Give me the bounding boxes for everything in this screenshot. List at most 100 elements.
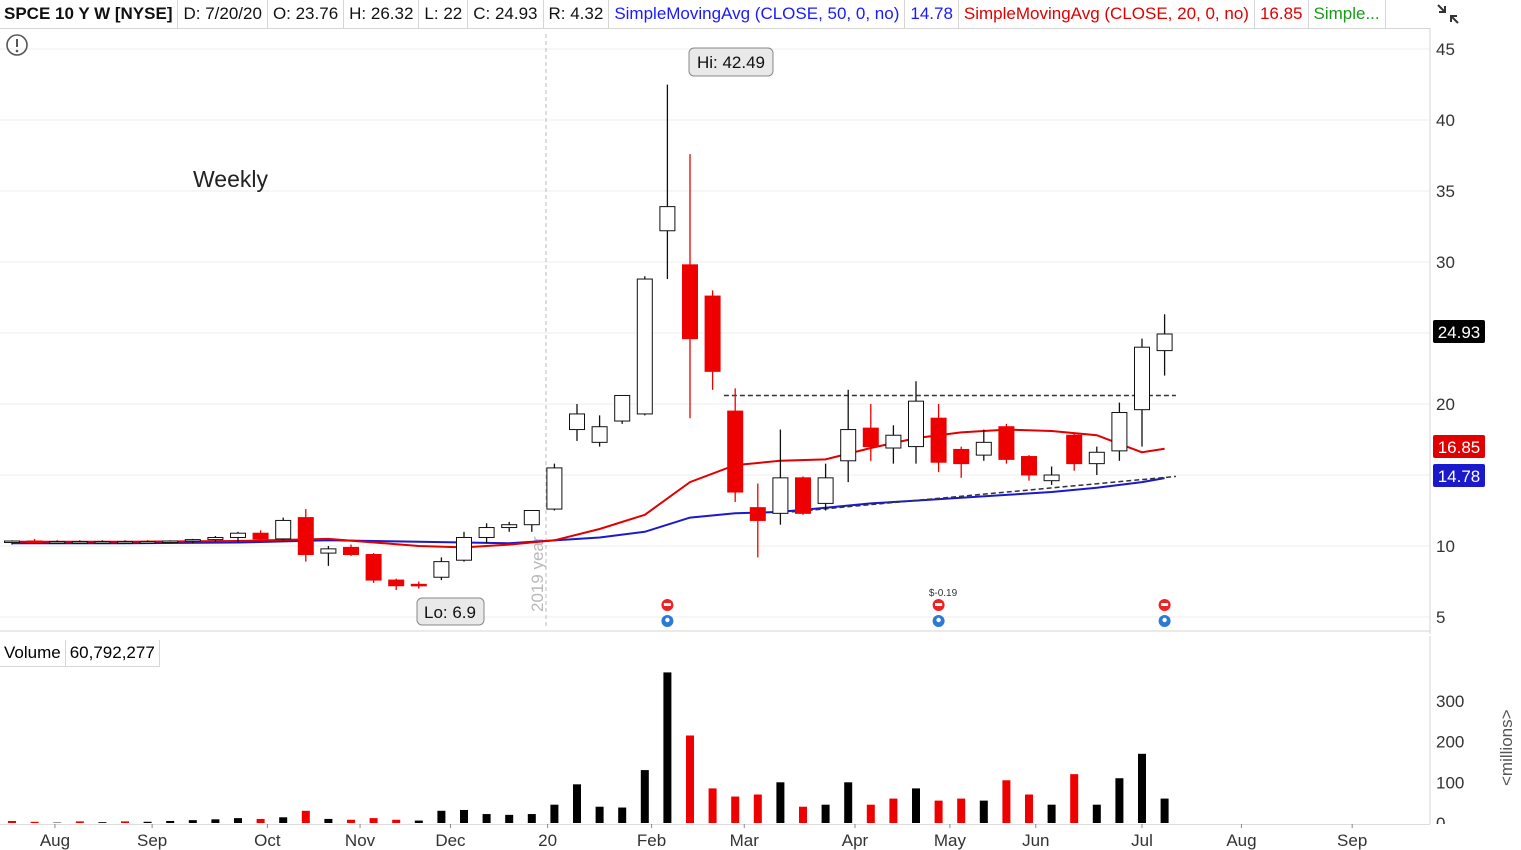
chart-header-bar: SPCE 10 Y W [NYSE] D: 7/20/20 O: 23.76 H…: [0, 0, 1430, 29]
volume-unit-label: <millions>: [1497, 709, 1516, 786]
volume-label: Volume: [0, 640, 66, 666]
candle-body: [953, 448, 970, 465]
volume-tick-label: 300: [1436, 692, 1464, 711]
volume-tick-label: 100: [1436, 773, 1464, 792]
candle: [139, 540, 156, 544]
candle: [433, 557, 450, 581]
volume-bar: [75, 821, 84, 823]
candle-body: [682, 264, 698, 340]
time-tick-label: Nov: [345, 831, 376, 850]
time-tick-label: May: [934, 831, 967, 850]
volume-bar: [1025, 794, 1033, 823]
time-tick-label: Aug: [1226, 831, 1256, 850]
volume-bar: [347, 819, 355, 823]
volume-bar: [844, 782, 853, 823]
candle: [546, 463, 563, 511]
earnings-icon-mark: [663, 603, 671, 606]
time-tick-label: 20: [538, 831, 557, 850]
candle: [908, 381, 924, 464]
candle-body: [1066, 434, 1083, 465]
sma50-study-label[interactable]: SimpleMovingAvg (CLOSE, 50, 0, no): [609, 0, 906, 28]
volume-bar: [527, 814, 536, 823]
candle: [275, 517, 292, 541]
hi-callout: Hi: 42.49: [688, 47, 774, 77]
candle-body: [930, 417, 947, 463]
volume-bar: [460, 809, 468, 823]
info-icon-mark: [665, 617, 670, 623]
candle-body: [998, 426, 1015, 460]
candle: [1156, 314, 1173, 376]
candle-body: [908, 400, 924, 448]
candle: [94, 540, 111, 544]
volume-bar: [1160, 798, 1169, 823]
volume-bar: [618, 807, 627, 823]
volume-bar: [234, 818, 242, 823]
hi-callout-text: Hi: 42.49: [697, 53, 765, 72]
volume-bar: [8, 820, 16, 823]
price-tick-label: 20: [1436, 395, 1455, 414]
candle: [1043, 466, 1060, 485]
volume-bar: [437, 810, 446, 823]
volume-bar: [1092, 804, 1101, 823]
time-tick-label: Dec: [435, 831, 466, 850]
candle-body: [817, 477, 834, 504]
candle-body: [433, 561, 450, 578]
sma50-tag: 14.78: [1433, 464, 1485, 487]
candle: [252, 530, 269, 541]
candle: [184, 538, 201, 544]
candle: [1066, 433, 1083, 471]
price-chart[interactable]: 2019 year 5 10 20 30 35 40 45 Weekly Hi: 42.49…: [0, 28, 1521, 634]
symbol-label[interactable]: SPCE 10 Y W [NYSE]: [0, 0, 179, 28]
candle-body: [659, 206, 676, 232]
volume-bar: [392, 819, 401, 823]
volume-bar: [753, 794, 762, 823]
time-tick-label: Jun: [1022, 831, 1049, 850]
candle: [4, 540, 20, 545]
candle: [1111, 402, 1128, 461]
candle: [930, 404, 947, 473]
collapse-icon[interactable]: [1432, 0, 1464, 28]
sma20-tag: 16.85: [1433, 435, 1485, 458]
volume-bar: [121, 821, 129, 823]
volume-bar: [1138, 753, 1146, 823]
candle: [614, 394, 631, 424]
candle-body: [117, 541, 133, 544]
candle: [1088, 446, 1105, 475]
candle-body: [275, 519, 292, 540]
candle: [953, 446, 970, 478]
volume-bar: [301, 810, 310, 823]
time-tick-label: Mar: [730, 831, 760, 850]
candle: [478, 523, 495, 544]
candle-body: [230, 532, 246, 538]
candle: [365, 553, 382, 583]
sma50-line: [12, 477, 1165, 545]
volume-bar: [1002, 780, 1011, 823]
volume-bar: [1047, 804, 1056, 823]
candle: [501, 521, 518, 532]
more-studies-label[interactable]: Simple...: [1309, 0, 1386, 28]
candle: [659, 84, 676, 280]
candle-body: [343, 546, 359, 556]
time-tick-label: Apr: [842, 831, 869, 850]
time-axis[interactable]: Aug Sep Oct Nov Dec 20 Feb Mar Apr May Jun Jul Aug Se…: [0, 824, 1430, 850]
candle-body: [478, 527, 495, 538]
candle-body: [71, 541, 88, 544]
volume-bar: [640, 770, 649, 823]
candle: [840, 389, 857, 483]
alert-icon-dot: [15, 49, 19, 53]
candle: [320, 546, 337, 566]
candle: [1021, 455, 1037, 481]
candle-body: [388, 579, 405, 587]
volume-chart[interactable]: 100 200 300 0 <millions>: [0, 636, 1521, 824]
volume-bar: [98, 822, 107, 823]
volume-bar: [663, 672, 672, 823]
candle-body: [1111, 412, 1128, 452]
sma20-study-label[interactable]: SimpleMovingAvg (CLOSE, 20, 0, no): [959, 0, 1255, 28]
candle-body: [636, 278, 653, 415]
alert-icon[interactable]: [6, 34, 28, 56]
candle-body: [297, 517, 314, 556]
info-icon-mark: [936, 617, 941, 623]
candle-body: [94, 541, 111, 544]
low-readout: L: 22: [419, 0, 469, 28]
candle: [343, 544, 359, 556]
